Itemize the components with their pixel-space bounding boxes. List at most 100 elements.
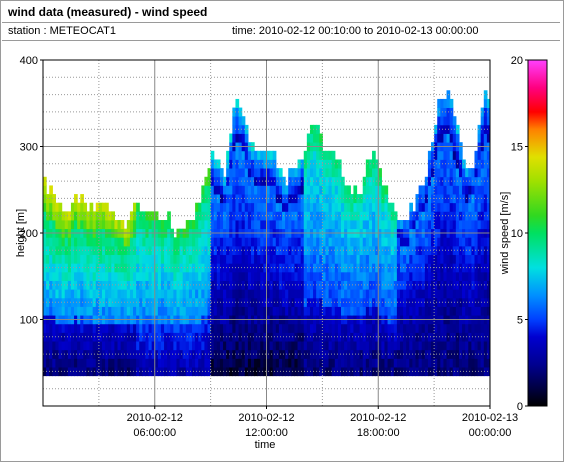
heatmap-cell [210,271,215,281]
heatmap-cell [294,185,299,195]
heatmap-cell [136,367,140,377]
heatmap-cell [238,280,243,290]
heatmap-cell [257,202,261,212]
heatmap-cell [486,367,490,377]
heatmap-cell [111,245,115,256]
heatmap-cell [133,358,137,368]
heatmap-cell [179,358,184,368]
heatmap-cell [362,323,367,333]
heatmap-cell [294,263,299,273]
heatmap-cell [244,323,249,333]
heatmap-cell [67,237,72,247]
heatmap-cell [288,168,292,178]
heatmap-cell [362,220,367,230]
heatmap-cell [195,341,199,351]
heatmap-cell [328,289,333,299]
heatmap-cell [55,367,60,377]
heatmap-cell [378,306,382,316]
heatmap-cell [238,211,243,221]
heatmap-cell [288,185,292,195]
heatmap-cell [185,323,190,333]
heatmap-cell [133,332,137,342]
heatmap-cell [455,220,460,230]
heatmap-cell [136,289,140,299]
heatmap-cell [98,306,103,316]
heatmap-cell [179,289,184,299]
heatmap-cell [77,220,81,230]
heatmap-cell [322,289,327,299]
x-tick-label-date: 2010-02-13 [462,412,518,424]
heatmap-cell [387,202,392,212]
heatmap-cell [455,289,460,299]
heatmap-cell [160,323,165,333]
heatmap-cell [303,367,308,377]
heatmap-cell [250,323,255,333]
heatmap-cell [309,332,314,342]
heatmap-cell [387,367,392,377]
heatmap-cell [282,289,286,299]
heatmap-cell [254,280,258,290]
heatmap-cell [238,306,243,316]
heatmap-cell [440,341,445,351]
heatmap-cell [114,341,119,351]
heatmap-cell [260,271,264,281]
heatmap-cell [247,358,252,368]
heatmap-cell [52,358,57,368]
heatmap-cell [142,349,147,359]
heatmap-cell [241,116,246,126]
heatmap-cell [210,332,215,342]
heatmap-cell [173,323,178,333]
heatmap-cell [111,280,115,290]
heatmap-cell [142,271,147,281]
heatmap-cell [229,332,233,342]
heatmap-cell [235,332,240,342]
heatmap-cell [80,237,84,247]
heatmap-cell [288,220,292,230]
heatmap-cell [483,323,488,333]
heatmap-cell [117,358,122,368]
heatmap-cell [151,332,156,342]
heatmap-cell [77,271,81,281]
heatmap-cell [136,349,140,359]
heatmap-cell [201,237,206,247]
heatmap-cell [74,245,78,256]
heatmap-cell [250,194,255,204]
heatmap-cell [486,159,490,169]
heatmap-cell [157,306,162,316]
heatmap-cell [160,280,165,290]
heatmap-cell [412,289,417,299]
heatmap-cell [424,358,429,368]
heatmap-cell [294,220,299,230]
heatmap-cell [226,168,230,178]
heatmap-cell [67,220,72,230]
heatmap-cell [309,185,314,195]
heatmap-cell [216,237,221,247]
heatmap-cell [241,254,246,264]
heatmap-cell [297,332,302,342]
heatmap-cell [216,297,221,307]
heatmap-cell [396,280,401,290]
heatmap-cell [341,271,345,281]
heatmap-cell [136,280,140,290]
heatmap-cell [157,237,162,247]
heatmap-cell [421,358,426,368]
heatmap-cell [64,263,69,273]
heatmap-cell [92,289,97,299]
heatmap-cell [101,220,106,230]
heatmap-cell [160,271,165,281]
heatmap-cell [61,332,66,342]
heatmap-cell [244,185,249,195]
heatmap-cell [223,263,227,273]
heatmap-cell [337,341,342,351]
heatmap-cell [145,358,150,368]
heatmap-cell [98,237,103,247]
heatmap-cell [173,306,178,316]
heatmap-cell [213,159,218,169]
heatmap-cell [219,220,224,230]
heatmap-cell [207,341,212,351]
heatmap-cell [195,271,199,281]
heatmap-cell [64,306,69,316]
heatmap-cell [434,271,438,281]
heatmap-cell [235,271,240,281]
heatmap-cell [176,306,181,316]
